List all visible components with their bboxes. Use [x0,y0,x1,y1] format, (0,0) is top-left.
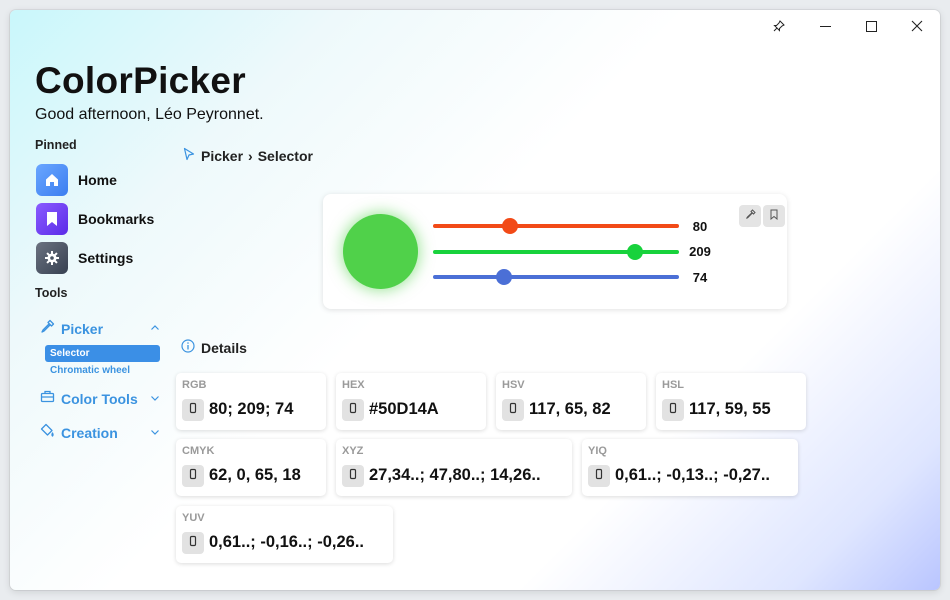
copy-button[interactable] [182,465,204,487]
close-button[interactable] [894,10,940,42]
detail-value: 80; 209; 74 [209,400,294,418]
detail-value: 117, 65, 82 [529,400,611,418]
detail-tile-hsl: HSL 117, 59, 55 [656,373,806,430]
copy-button[interactable] [342,465,364,487]
maximize-icon [865,20,877,32]
detail-tile-yuv: YUV 0,61..; -0,16..; -0,26.. [176,506,393,563]
maximize-button[interactable] [848,10,894,42]
detail-name: RGB [182,379,207,391]
detail-name: HSV [502,379,525,391]
red-slider-track[interactable] [433,218,679,234]
detail-tile-cmyk: CMYK 62, 0, 65, 18 [176,439,326,496]
sidebar-item-bookmarks[interactable]: Bookmarks [36,203,154,235]
green-value: 209 [689,244,711,259]
detail-value: 27,34..; 47,80..; 14,26.. [369,466,541,484]
toolbox-icon [40,389,55,409]
copy-icon [188,534,198,552]
copy-icon [594,467,604,485]
breadcrumb-root[interactable]: Picker [201,147,244,164]
breadcrumb-current: Selector [257,147,313,164]
green-slider-thumb[interactable] [626,244,643,260]
detail-name: CMYK [182,445,215,457]
tools-label: Tools [35,286,68,300]
breadcrumb: Picker › Selector [183,147,313,164]
detail-value: 117, 59, 55 [689,400,771,418]
color-swatch [343,214,418,289]
blue-slider-track[interactable] [433,269,679,285]
close-icon [911,20,923,32]
cursor-icon [183,147,195,164]
sidebar-item-label: Picker [61,321,104,337]
copy-button[interactable] [502,399,524,421]
pin-button[interactable] [756,10,802,42]
sidebar-item-creation[interactable]: Creation [40,423,160,443]
sidebar-item-color-tools[interactable]: Color Tools [40,389,160,409]
chevron-up-icon[interactable] [150,320,160,338]
eyedropper-icon [40,319,55,339]
gear-icon [36,242,68,274]
copy-icon [348,467,358,485]
sidebar-subitem-chromatic-wheel[interactable]: Chromatic wheel [50,365,131,376]
details-heading: Details [181,339,247,356]
chevron-down-icon[interactable] [150,424,160,442]
sidebar-item-settings[interactable]: Settings [36,242,133,274]
minimize-button[interactable] [802,10,848,42]
sidebar-item-home[interactable]: Home [36,164,117,196]
sidebar-item-label: Bookmarks [78,211,155,227]
blue-value: 74 [692,270,708,285]
copy-icon [508,401,518,419]
green-slider-track[interactable] [433,244,679,260]
copy-icon [348,401,358,419]
sidebar-item-label: Creation [61,425,118,441]
copy-button[interactable] [342,399,364,421]
bookmark-icon [36,203,68,235]
detail-tile-xyz: XYZ 27,34..; 47,80..; 14,26.. [336,439,572,496]
detail-tile-hex: HEX #50D14A [336,373,486,430]
greeting: Good afternoon, Léo Peyronnet. [35,106,264,123]
copy-icon [188,467,198,485]
copy-icon [668,401,678,419]
eyedropper-icon [745,207,756,225]
minimize-icon [819,21,831,32]
copy-icon [188,401,198,419]
home-icon [36,164,68,196]
bookmark-button[interactable] [763,205,785,227]
detail-value: 0,61..; -0,13..; -0,27.. [615,466,770,484]
red-slider-thumb[interactable] [502,218,519,234]
detail-name: HSL [662,379,684,391]
pin-icon [773,20,785,32]
copy-button[interactable] [182,532,204,554]
app-window: ColorPicker Good afternoon, Léo Peyronne… [10,10,940,590]
detail-value: #50D14A [369,400,439,418]
detail-value: 62, 0, 65, 18 [209,466,301,484]
chevron-down-icon[interactable] [150,390,160,408]
copy-button[interactable] [588,465,610,487]
app-title: ColorPicker [35,60,246,101]
bookmark-icon [769,207,779,225]
title-bar [756,10,940,42]
color-selector-card: 80 209 74 [323,194,787,309]
paint-bucket-icon [40,423,55,443]
copy-button[interactable] [662,399,684,421]
eyedropper-button[interactable] [739,205,761,227]
sidebar-subitem-selector[interactable]: Selector [45,345,160,362]
detail-tile-yiq: YIQ 0,61..; -0,13..; -0,27.. [582,439,798,496]
sidebar-item-picker[interactable]: Picker [40,319,160,339]
detail-value: 0,61..; -0,16..; -0,26.. [209,533,364,551]
detail-tile-rgb: RGB 80; 209; 74 [176,373,326,430]
detail-name: HEX [342,379,365,391]
copy-button[interactable] [182,399,204,421]
detail-name: XYZ [342,445,364,457]
detail-name: YIQ [588,445,607,457]
info-icon [181,339,195,356]
blue-slider-thumb[interactable] [496,269,513,285]
red-value: 80 [692,219,708,234]
pinned-label: Pinned [35,138,77,152]
sidebar-item-label: Color Tools [61,391,138,407]
detail-tile-hsv: HSV 117, 65, 82 [496,373,646,430]
detail-name: YUV [182,512,205,524]
breadcrumb-separator: › [248,147,253,164]
sidebar-item-label: Home [78,172,117,188]
sidebar-item-label: Settings [78,250,134,266]
